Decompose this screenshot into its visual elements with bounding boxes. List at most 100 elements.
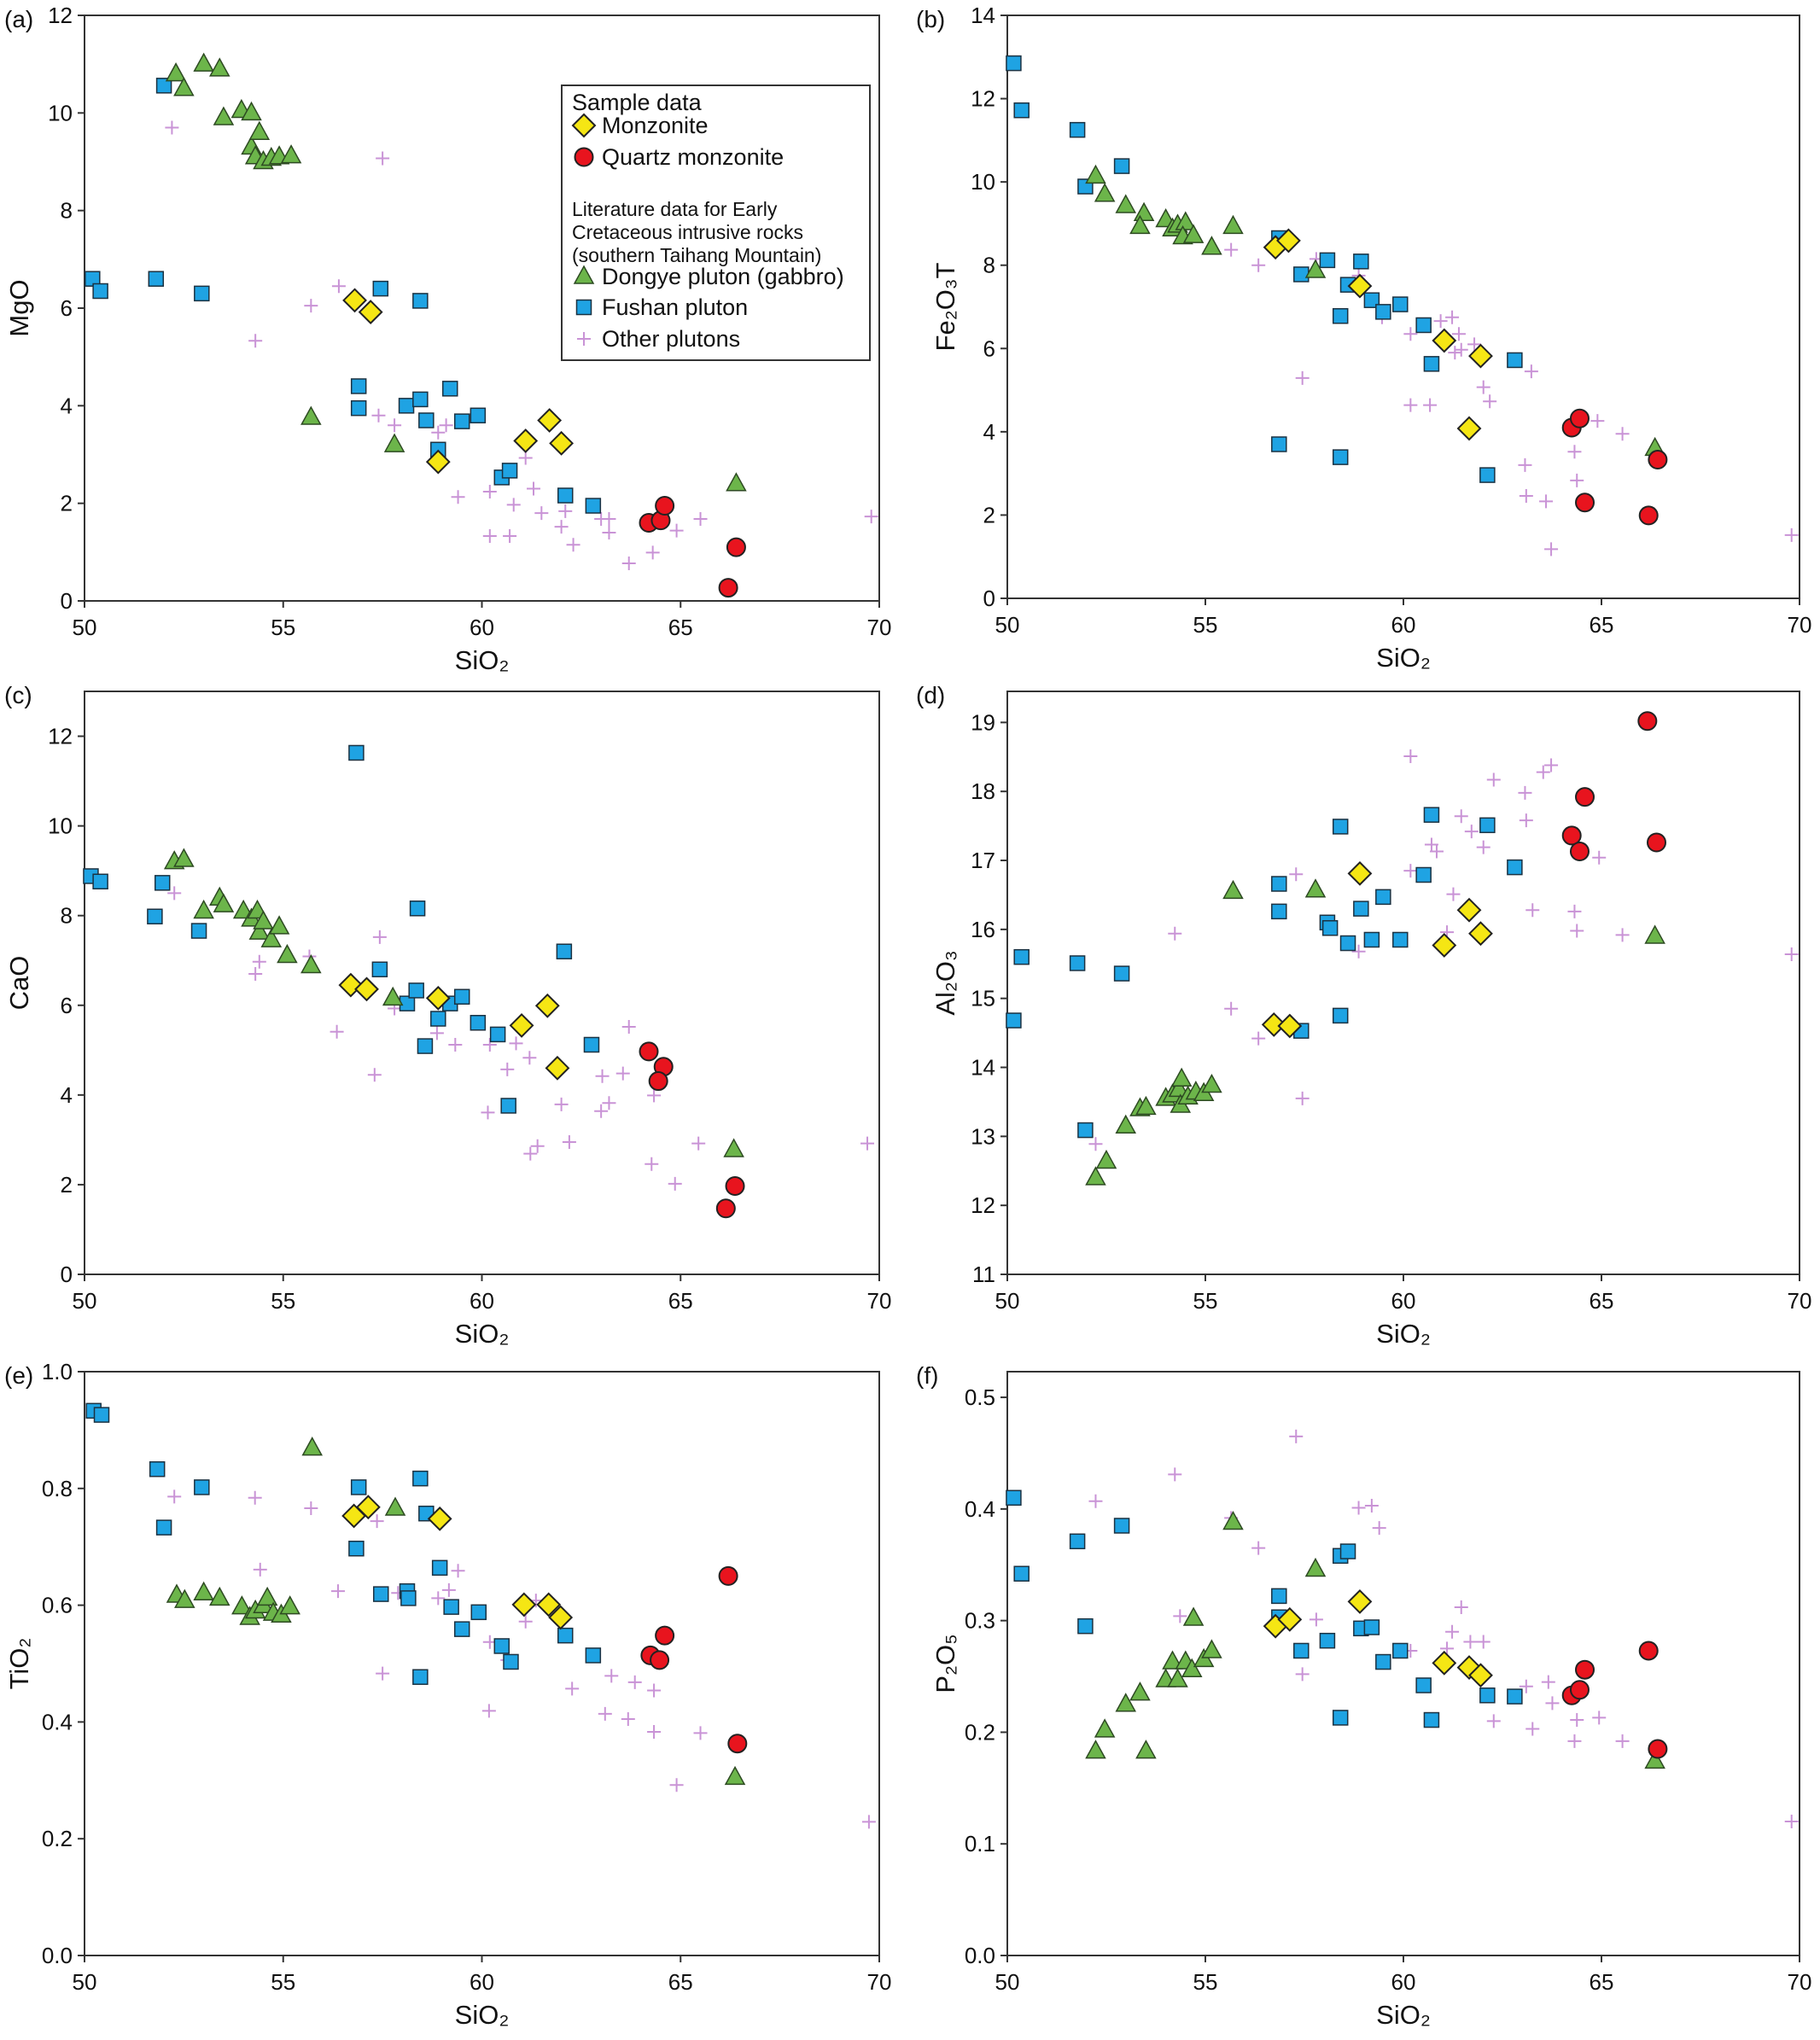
other-point: [1372, 1521, 1386, 1536]
other-point: [248, 1490, 262, 1505]
fushan-point: [1319, 252, 1336, 269]
fushan-point: [92, 873, 108, 890]
fushan-point: [1271, 876, 1287, 892]
legend-literature-text: Cretaceous intrusive rocks: [572, 221, 803, 243]
dongye-point: [279, 1595, 300, 1615]
other-point: [431, 1591, 446, 1606]
dongye-point: [1181, 1658, 1203, 1677]
other-point: [481, 1704, 496, 1718]
x-axis-label: SiO₂: [1376, 643, 1431, 673]
fushan-point: [1423, 356, 1440, 372]
fushan-point: [154, 875, 171, 891]
x-tick-label: 70: [1788, 1288, 1812, 1314]
other-point: [693, 511, 708, 526]
other-point: [1486, 1714, 1501, 1728]
other-point: [518, 1614, 533, 1629]
dongye-point: [1129, 1682, 1151, 1701]
x-tick-label: 70: [867, 1969, 892, 1995]
monzonite-point: [537, 408, 563, 433]
fushan-point: [500, 1098, 516, 1114]
monzonite-point: [1456, 416, 1482, 441]
other-point: [304, 1501, 318, 1516]
dongye-point: [193, 899, 214, 919]
fushan-point: [190, 923, 207, 939]
dongye-point: [1304, 878, 1327, 898]
x-tick-label: 50: [73, 615, 97, 640]
fushan-point: [147, 908, 163, 924]
dongye-point: [1175, 211, 1197, 230]
other-point: [429, 1026, 444, 1040]
x-tick-label: 55: [271, 1288, 295, 1314]
fushan-point: [1069, 121, 1086, 138]
x-tick-label: 65: [668, 1288, 693, 1314]
fushan-point: [372, 280, 389, 297]
dongye-point: [280, 144, 302, 164]
other-point: [1445, 1624, 1460, 1639]
dongye-point: [301, 1437, 323, 1456]
y-tick-label: 0.4: [42, 1709, 73, 1734]
panel-b: 50 55 60 65 70 0 2 4 6 8 10 12 14 (b) SiO₂ Fe₂O₃T: [916, 3, 1811, 673]
qm-point: [1638, 1641, 1659, 1661]
dongye-point: [1115, 1114, 1137, 1134]
y-tick-label: 0.2: [965, 1719, 995, 1745]
dongye-point: [726, 472, 747, 492]
panel-label: (c): [4, 682, 32, 708]
dongye-point: [213, 106, 235, 125]
dongye-point: [248, 920, 271, 940]
dongye-point: [253, 910, 274, 930]
fushan-point: [1392, 1642, 1409, 1659]
other-point: [861, 1815, 876, 1829]
other-point: [1567, 445, 1582, 459]
x-tick-label: 50: [995, 1288, 1020, 1314]
plot-frame: [1006, 691, 1800, 1275]
fushan-point: [1332, 819, 1349, 835]
y-tick-label: 0.1: [965, 1831, 995, 1856]
x-tick-label: 60: [1391, 612, 1416, 638]
dongye-point: [1133, 201, 1155, 221]
dongye-point: [193, 52, 214, 72]
fushan-point: [1339, 1543, 1356, 1559]
fushan-point: [453, 988, 470, 1005]
monzonite-point: [342, 288, 367, 313]
monzonite-point: [1456, 897, 1482, 923]
x-tick-label: 70: [867, 615, 892, 640]
fushan-point: [1006, 1012, 1022, 1029]
fushan-point: [412, 293, 429, 309]
fushan-point: [443, 1599, 459, 1615]
fushan-point: [1013, 102, 1030, 119]
x-tick-label: 55: [271, 615, 295, 640]
fushan-point: [1332, 1710, 1349, 1726]
fushan-point: [1423, 1711, 1440, 1728]
fushan-point: [1113, 158, 1130, 174]
y-axis-label: MgO: [4, 279, 34, 336]
x-tick-label: 60: [470, 1288, 494, 1314]
fushan-point: [1375, 304, 1391, 320]
qm-point: [1561, 825, 1582, 846]
y-tick-label: 19: [971, 709, 995, 735]
monzonite-point: [425, 449, 451, 475]
other-point: [451, 490, 465, 504]
other-point: [509, 1036, 523, 1051]
y-tick-label: 10: [971, 169, 995, 195]
y-tick-label: 0: [983, 586, 995, 611]
qm-point: [1638, 505, 1659, 526]
fushan-point: [412, 1669, 429, 1685]
dongye-point: [248, 120, 271, 140]
fushan-point: [85, 271, 101, 287]
other-point: [1519, 813, 1533, 828]
fushan-point: [1069, 955, 1086, 971]
fushan-point: [1006, 55, 1022, 72]
other-point: [167, 886, 182, 901]
dongye-point: [1222, 1511, 1244, 1530]
other-point: [1541, 1675, 1555, 1689]
fushan-point: [1479, 1687, 1496, 1704]
monzonite-point: [536, 1592, 562, 1617]
fushan-point: [557, 1627, 574, 1644]
other-point: [1570, 1713, 1584, 1728]
other-point: [371, 408, 386, 423]
fushan-point: [442, 381, 458, 397]
dongye-point: [1085, 1740, 1106, 1759]
y-tick-label: 14: [971, 3, 995, 28]
other-point: [248, 334, 263, 348]
other-point: [1467, 337, 1482, 352]
